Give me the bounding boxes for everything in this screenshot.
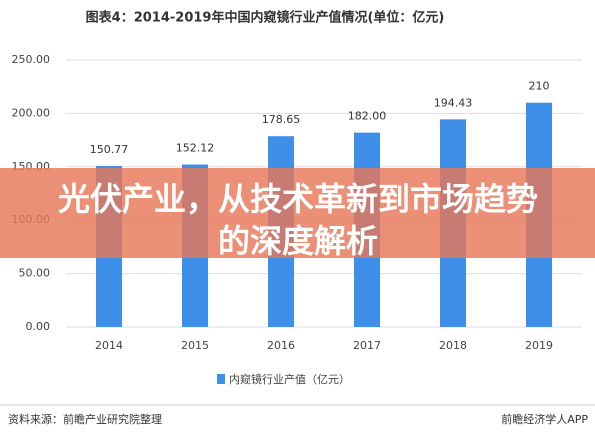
brand: 前瞻经济学人APP	[501, 412, 588, 426]
y-tick-label: 50.00	[19, 267, 51, 280]
y-tick-label: 0.00	[26, 320, 51, 333]
legend-swatch	[217, 374, 225, 384]
y-tick-label: 250.00	[12, 53, 51, 66]
source: 资料来源：前瞻产业研究院整理	[8, 412, 162, 426]
x-tick-label: 2016	[267, 339, 295, 352]
value-label: 150.77	[90, 143, 129, 156]
value-label: 178.65	[262, 113, 301, 126]
x-tick-label: 2017	[353, 339, 381, 352]
x-tick-label: 2014	[95, 339, 123, 352]
y-tick-label: 200.00	[12, 106, 51, 119]
x-tick-label: 2018	[439, 339, 467, 352]
chart-title: 图表4：2014-2019年中国内窥镜行业产值情况(单位：亿元)	[86, 10, 445, 26]
banner	[0, 168, 595, 258]
x-tick-label: 2019	[525, 339, 553, 352]
value-label: 152.12	[176, 142, 215, 155]
value-label: 194.43	[434, 96, 473, 109]
value-label: 210	[529, 80, 550, 93]
x-tick-label: 2015	[181, 339, 209, 352]
value-label: 182.00	[348, 110, 387, 123]
headline: 光伏产业，从技术革新到市场趋势的深度解析	[57, 180, 538, 260]
legend-label: 内窥镜行业产值（亿元）	[229, 372, 350, 386]
